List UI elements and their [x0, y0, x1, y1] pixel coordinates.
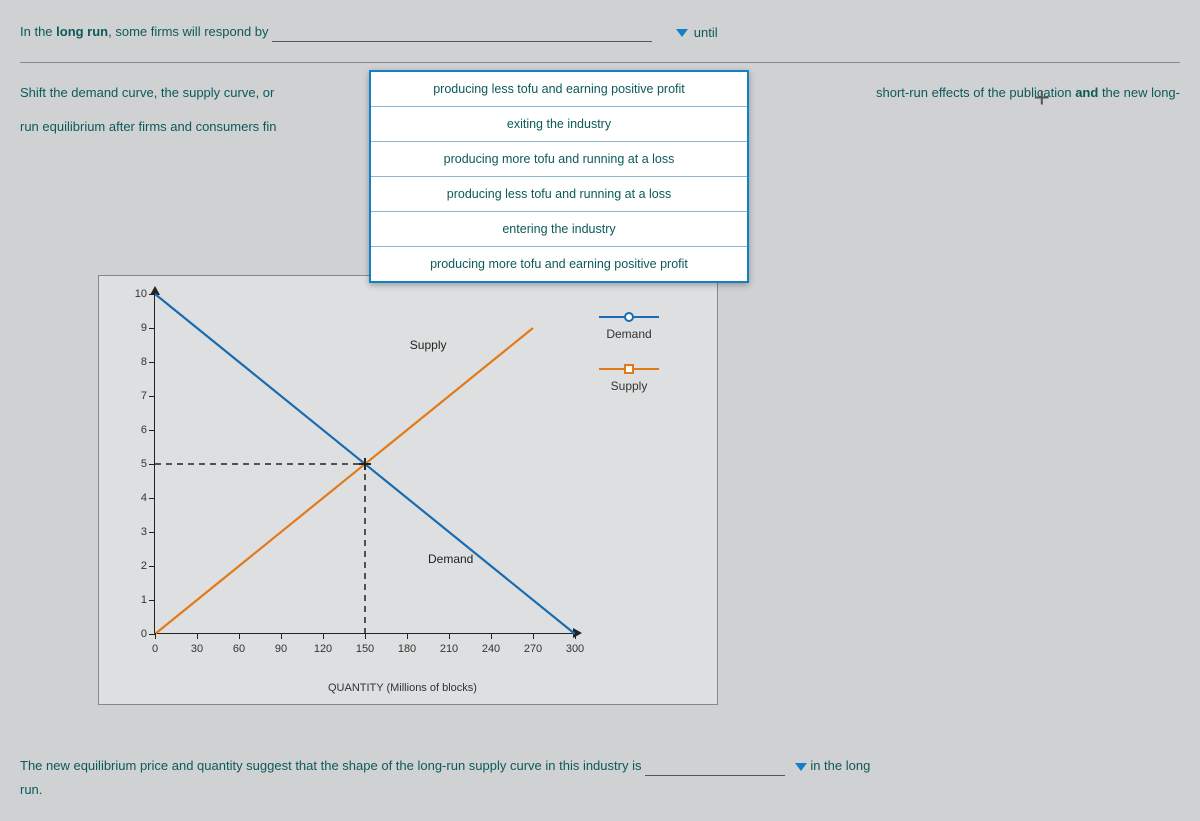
add-button[interactable]: + — [1034, 82, 1050, 114]
s2-bold-and: and — [1075, 85, 1098, 100]
tick-x — [365, 633, 366, 639]
s2-part2b: the new long- — [1098, 85, 1180, 100]
chevron-down-icon — [795, 763, 807, 771]
dd-option-0[interactable]: producing less tofu and earning positive… — [371, 72, 747, 107]
dropdown-1-trigger[interactable]: until — [676, 21, 718, 44]
tick-x — [407, 633, 408, 639]
chart-container: PRICE (Dollars per block) 01234567891003… — [50, 275, 700, 715]
legend-demand[interactable]: Demand — [599, 311, 659, 341]
s2-right: short-run effects of the publication and… — [876, 81, 1180, 104]
plot-area[interactable]: 0123456789100306090120150180210240270300… — [154, 294, 574, 634]
legend-demand-label: Demand — [606, 327, 651, 341]
s1-mid: , some firms will respond by — [108, 24, 272, 39]
curve-label: Supply — [410, 338, 447, 352]
tick-y — [149, 464, 155, 465]
legend-demand-marker — [599, 311, 659, 323]
tick-x-label: 180 — [398, 643, 416, 655]
chart-svg — [155, 294, 574, 633]
tick-x-label: 30 — [191, 643, 203, 655]
tick-x — [533, 633, 534, 639]
tick-x-label: 0 — [152, 643, 158, 655]
chevron-down-icon — [676, 29, 688, 37]
tick-y — [149, 566, 155, 567]
tick-y-label: 0 — [129, 628, 147, 640]
tick-x — [239, 633, 240, 639]
dd-option-1[interactable]: exiting the industry — [371, 107, 747, 142]
tick-y-label: 10 — [129, 288, 147, 300]
legend: Demand Supply — [599, 311, 659, 415]
dd-option-5[interactable]: producing more tofu and earning positive… — [371, 247, 747, 281]
dd-option-4[interactable]: entering the industry — [371, 212, 747, 247]
bottom-sentence: The new equilibrium price and quantity s… — [20, 754, 1180, 801]
tick-x-label: 150 — [356, 643, 374, 655]
tick-x — [449, 633, 450, 639]
question-content: In the long run, some firms will respond… — [0, 0, 1200, 138]
tick-y — [149, 430, 155, 431]
tick-y-label: 3 — [129, 526, 147, 538]
tick-y-label: 6 — [129, 424, 147, 436]
plus-icon: + — [1034, 82, 1050, 113]
tick-y — [149, 396, 155, 397]
dd1-text: until — [694, 21, 718, 44]
tick-y — [149, 600, 155, 601]
tick-y-label: 5 — [129, 458, 147, 470]
tick-x-label: 300 — [566, 643, 584, 655]
bottom-t2: in the long — [810, 758, 870, 773]
tick-x — [323, 633, 324, 639]
sentence-1: In the long run, some firms will respond… — [20, 20, 1180, 44]
tick-y — [149, 532, 155, 533]
bottom-t3: run. — [20, 782, 42, 797]
blank-bottom[interactable] — [645, 758, 785, 776]
legend-supply[interactable]: Supply — [599, 363, 659, 393]
tick-x-label: 120 — [314, 643, 332, 655]
tick-x — [491, 633, 492, 639]
tick-x-label: 270 — [524, 643, 542, 655]
tick-y-label: 4 — [129, 492, 147, 504]
tick-y — [149, 362, 155, 363]
tick-x-label: 60 — [233, 643, 245, 655]
tick-y-label: 1 — [129, 594, 147, 606]
chart-box: 0 1 2 3 4 5 6 7 8 9 10 0 30 60 90 120 150 180 210 240 270 300… — [98, 275, 718, 705]
x-axis-label: QUANTITY (Millions of blocks) — [328, 682, 477, 694]
blank-1[interactable] — [272, 24, 652, 42]
tick-x — [155, 633, 156, 639]
divider-1 — [20, 62, 1180, 63]
tick-x — [197, 633, 198, 639]
tick-x — [281, 633, 282, 639]
curve-label: Demand — [428, 552, 473, 566]
dropdown-bottom-trigger[interactable] — [795, 763, 807, 771]
tick-y — [149, 328, 155, 329]
tick-y-label: 9 — [129, 322, 147, 334]
s1-bold: long run — [56, 24, 108, 39]
tick-y — [149, 294, 155, 295]
tick-x — [575, 633, 576, 639]
s1-prefix: In the — [20, 24, 56, 39]
dd-option-3[interactable]: producing less tofu and running at a los… — [371, 177, 747, 212]
legend-supply-marker — [599, 363, 659, 375]
tick-y — [149, 498, 155, 499]
bottom-t1: The new equilibrium price and quantity s… — [20, 758, 645, 773]
s2-part1: Shift the demand curve, the supply curve… — [20, 81, 274, 104]
tick-y-label: 2 — [129, 560, 147, 572]
tick-y-label: 7 — [129, 390, 147, 402]
tick-y-label: 8 — [129, 356, 147, 368]
tick-x-label: 210 — [440, 643, 458, 655]
tick-x-label: 90 — [275, 643, 287, 655]
dd-option-2[interactable]: producing more tofu and running at a los… — [371, 142, 747, 177]
dropdown-panel: producing less tofu and earning positive… — [369, 70, 749, 283]
s2-part3: run equilibrium after firms and consumer… — [20, 119, 277, 134]
tick-x-label: 240 — [482, 643, 500, 655]
legend-supply-label: Supply — [611, 379, 648, 393]
